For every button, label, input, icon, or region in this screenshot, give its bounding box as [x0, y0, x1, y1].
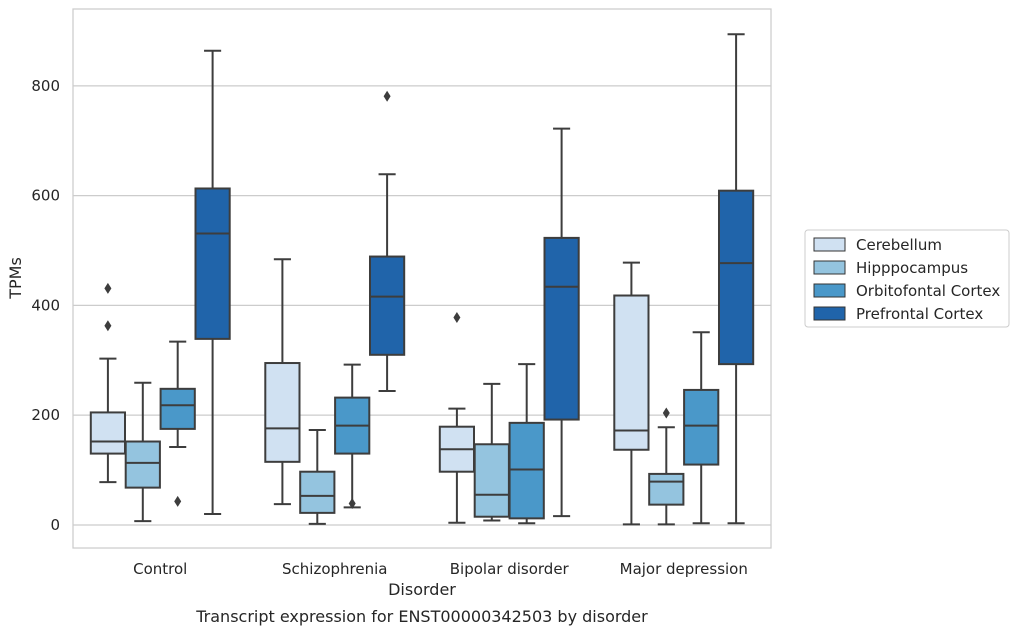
- box: [473, 382, 510, 522]
- legend-frame: [804, 229, 1010, 328]
- box: [264, 258, 301, 506]
- legend-item: Orbitofontal Cortex: [813, 282, 1000, 300]
- legend-item: Hipppocampus: [813, 259, 968, 277]
- box: [648, 407, 685, 526]
- box: [299, 428, 336, 525]
- x-axis-label: Disorder: [388, 580, 456, 599]
- box: [368, 90, 406, 393]
- box-body: [648, 472, 685, 506]
- legend-swatch: [813, 260, 846, 275]
- box-body: [89, 411, 127, 455]
- legend: Cerebellum Hipppocampus Orbitofontal Corte…: [804, 229, 1010, 328]
- box: [89, 282, 127, 484]
- series-prefrontal-cortex: [194, 33, 755, 525]
- figure-caption: Transcript expression for ENST0000034250…: [195, 607, 648, 626]
- box-body: [368, 255, 406, 356]
- box-body: [473, 443, 510, 518]
- legend-swatch: [813, 306, 846, 321]
- box-body: [159, 387, 196, 430]
- y-tick-label: 0: [50, 516, 60, 534]
- box-body: [543, 236, 580, 421]
- box: [613, 261, 650, 526]
- outlier-point: [104, 282, 112, 294]
- legend-label: Cerebellum: [856, 236, 942, 254]
- x-tick-label: Control: [133, 560, 187, 578]
- box-body: [299, 470, 336, 514]
- outlier-point: [662, 407, 670, 419]
- outlier-point: [453, 311, 461, 323]
- series-hipppocampus: [124, 381, 685, 526]
- series-cerebellum: [89, 258, 650, 526]
- box-body: [264, 362, 301, 463]
- x-tick-labels: Control Schizophrenia Bipolar disorder Majo…: [133, 560, 748, 578]
- x-tick-label: Schizophrenia: [282, 560, 387, 578]
- box: [543, 127, 580, 518]
- box: [159, 340, 196, 507]
- outlier-point: [174, 495, 182, 507]
- box: [124, 381, 161, 523]
- box-body: [613, 294, 650, 451]
- y-axis-label: TPMs: [6, 257, 25, 300]
- box-body: [683, 388, 720, 466]
- legend-label: Hipppocampus: [856, 259, 968, 277]
- legend-label: Orbitofontal Cortex: [856, 282, 1000, 300]
- outlier-point: [104, 320, 112, 332]
- y-tick-label: 400: [31, 296, 60, 314]
- legend-item: Prefrontal Cortex: [813, 305, 983, 323]
- box: [683, 331, 720, 525]
- y-tick-labels: 0 200 400 600 800: [31, 77, 60, 534]
- x-tick-label: Bipolar disorder: [450, 560, 570, 578]
- box: [508, 363, 545, 525]
- series-orbitofontal-cortex: [159, 331, 720, 525]
- box-series: [89, 33, 755, 526]
- outlier-point: [348, 498, 356, 510]
- box-body: [508, 421, 545, 520]
- y-tick-label: 200: [31, 406, 60, 424]
- y-tick-label: 800: [31, 77, 60, 95]
- box: [334, 363, 371, 510]
- plot-area-frame: [72, 8, 772, 549]
- box-body: [194, 187, 231, 340]
- box-body: [717, 189, 755, 366]
- box: [194, 49, 231, 515]
- legend-item: Cerebellum: [813, 236, 942, 254]
- legend-swatch: [813, 283, 846, 298]
- x-tick-label: Major depression: [620, 560, 748, 578]
- box: [717, 33, 755, 525]
- box: [438, 311, 476, 524]
- legend-swatch: [813, 237, 846, 252]
- box-body: [124, 440, 161, 489]
- y-tick-label: 600: [31, 187, 60, 205]
- legend-label: Prefrontal Cortex: [856, 305, 983, 323]
- outlier-point: [383, 90, 391, 102]
